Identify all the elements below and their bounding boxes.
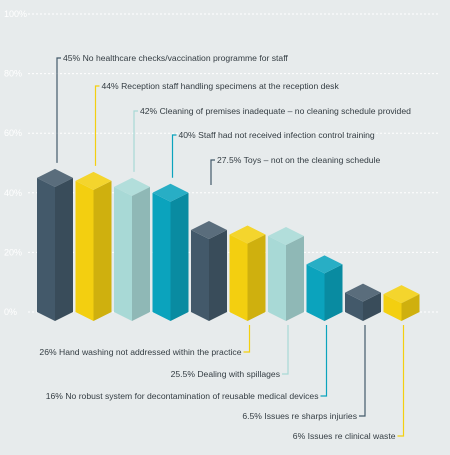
leader-line (243, 325, 251, 353)
bar-side-face (363, 292, 381, 321)
bar-front-face (383, 294, 402, 321)
bar-label: 6.5% Issues re sharps injuries (242, 411, 357, 421)
bar-label: 25.5% Dealing with spillages (171, 369, 280, 379)
bar-side-face (209, 230, 227, 321)
bar-top-face (268, 227, 304, 246)
bar-top-face (229, 225, 266, 244)
bar-front-face (191, 230, 209, 321)
bar-label: 42% Cleaning of premises inadequate – no… (140, 106, 411, 116)
leader-line (359, 325, 366, 417)
bar-front-face (75, 180, 94, 321)
bar (268, 227, 304, 321)
bar (152, 183, 189, 321)
bar (229, 225, 266, 321)
bar-top-face (191, 221, 227, 240)
bar (75, 171, 112, 321)
bar-label: 6% Issues re clinical waste (293, 431, 396, 441)
bar-top-face (345, 283, 381, 302)
y-tick-label: 20% (4, 247, 22, 257)
bar-side-face (324, 264, 343, 321)
leader-lines (56, 57, 405, 437)
bar-front-face (345, 292, 363, 321)
leader-line (133, 110, 138, 172)
bar-front-face (306, 264, 325, 321)
y-tick-label: 0% (4, 307, 17, 317)
bar-labels: 45% No healthcare checks/vaccination pro… (39, 53, 411, 441)
bar-front-face (152, 192, 171, 321)
y-tick-label: 100% (4, 9, 27, 19)
y-tick-label: 40% (4, 188, 22, 198)
bar-label: 40% Staff had not received infection con… (179, 130, 375, 140)
y-axis-ticks: 0% 20% 40% 60% 80% 100% (4, 9, 27, 317)
bar-top-face (37, 168, 73, 187)
bar-label: 27.5% Toys – not on the cleaning schedul… (217, 155, 380, 165)
leader-line (94, 85, 100, 166)
bar-side-face (286, 236, 304, 321)
bar-side-face (247, 234, 266, 321)
bar (37, 168, 73, 321)
y-tick-label: 60% (4, 128, 22, 138)
bar-top-face (383, 285, 420, 304)
bar (191, 221, 227, 321)
bar-front-face (268, 236, 286, 321)
bar-label: 26% Hand washing not addressed within th… (39, 347, 241, 357)
bar-front-face (229, 234, 248, 321)
bar-side-face (401, 294, 420, 321)
bar-side-face (170, 192, 189, 321)
bar-top-face (306, 255, 343, 274)
bar-label: 44% Reception staff handling specimens a… (102, 81, 340, 91)
bar-top-face (152, 183, 189, 202)
bar-side-face (55, 177, 73, 321)
leader-line (397, 325, 405, 437)
leader-line (282, 325, 289, 375)
bar-side-face (93, 180, 112, 321)
bar (345, 283, 381, 321)
bar (383, 285, 420, 321)
leader-line (56, 57, 61, 163)
bar-side-face (132, 186, 150, 321)
bar (114, 177, 150, 321)
bar-top-face (114, 177, 150, 196)
y-tick-label: 80% (4, 69, 22, 79)
bar-label: 16% No robust system for decontamination… (46, 391, 319, 401)
leader-line (171, 134, 177, 178)
bar-top-face (75, 171, 112, 190)
bar-front-face (114, 186, 132, 321)
bar-label: 45% No healthcare checks/vaccination pro… (63, 53, 288, 63)
bar-front-face (37, 177, 55, 321)
bars (37, 168, 420, 321)
leader-line (210, 159, 215, 185)
bar (306, 255, 343, 321)
leader-line (320, 325, 328, 397)
